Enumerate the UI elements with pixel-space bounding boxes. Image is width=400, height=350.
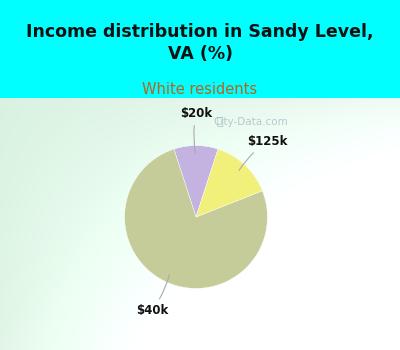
Text: City-Data.com: City-Data.com [213,117,288,127]
Text: White residents: White residents [142,82,258,97]
Wedge shape [125,149,267,288]
Text: $125k: $125k [239,135,287,170]
Text: Income distribution in Sandy Level,
VA (%): Income distribution in Sandy Level, VA (… [26,23,374,63]
Text: $40k: $40k [136,275,170,317]
Wedge shape [196,149,262,217]
Wedge shape [174,146,218,217]
Text: ⦿: ⦿ [216,117,223,127]
Text: $20k: $20k [180,107,212,154]
